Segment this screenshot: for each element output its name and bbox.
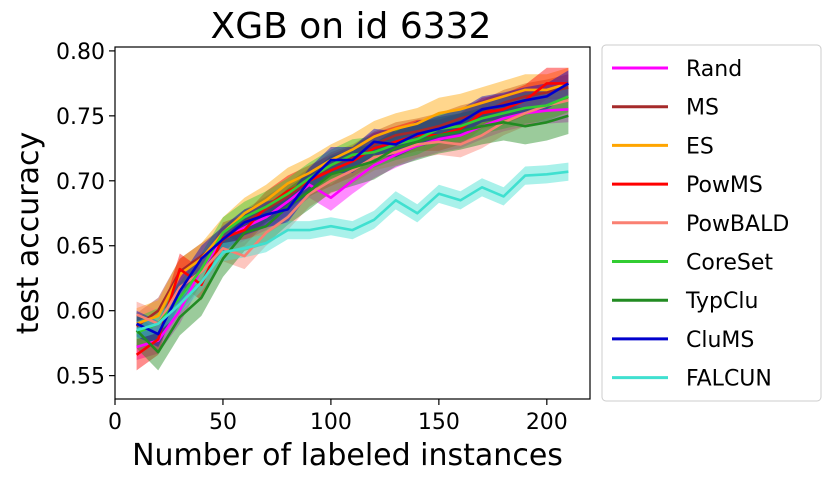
legend-label-ms: MS <box>686 96 719 121</box>
band-es <box>136 67 569 340</box>
band-clums <box>136 70 569 348</box>
legend: Rand MS ES PowMS PowBALD CoreSet TypClu CluMS FA… <box>601 44 822 402</box>
x-tick-label: 0 <box>108 410 122 435</box>
legend-box <box>601 44 822 402</box>
y-tick-label: 0.75 <box>56 105 105 130</box>
plot-frame <box>114 46 591 400</box>
legend-label-falcun: FALCUN <box>686 367 772 392</box>
x-tick-label: 50 <box>209 410 237 435</box>
band-falcun <box>136 162 569 340</box>
y-axis-label: test accuracy <box>11 132 46 335</box>
y-tick-label: 0.65 <box>56 235 105 260</box>
series-lines <box>135 82 570 356</box>
series-line-powbald <box>136 99 569 326</box>
x-tick-label: 150 <box>418 410 460 435</box>
x-axis-label: Number of labeled instances <box>132 438 563 473</box>
y-axis-ticks: 0.55 0.60 0.65 0.70 0.75 0.80 <box>56 40 115 390</box>
legend-label-rand: Rand <box>686 57 742 82</box>
legend-label-coreset: CoreSet <box>686 251 773 276</box>
series-line-clums <box>136 82 570 336</box>
series-line-coreset <box>136 95 569 334</box>
y-tick-label: 0.70 <box>56 170 105 195</box>
x-tick-label: 100 <box>310 410 352 435</box>
x-tick-label: 200 <box>526 410 568 435</box>
series-line-es <box>136 82 569 325</box>
x-axis-ticks: 0 50 100 150 200 <box>108 399 568 435</box>
legend-label-powbald: PowBALD <box>686 212 789 237</box>
legend-label-powms: PowMS <box>686 173 763 198</box>
series-line-falcun <box>136 170 569 332</box>
y-tick-label: 0.60 <box>56 300 105 325</box>
chart-title: XGB on id 6332 <box>211 6 492 47</box>
legend-label-typclu: TypClu <box>685 289 758 314</box>
y-tick-label: 0.55 <box>56 365 105 390</box>
legend-label-es: ES <box>686 134 714 159</box>
legend-items: Rand MS ES PowMS PowBALD CoreSet TypClu CluMS FA… <box>612 57 789 392</box>
legend-label-clums: CluMS <box>686 328 754 353</box>
band-powbald <box>136 87 569 337</box>
y-tick-label: 0.80 <box>56 40 105 65</box>
series-line-typclu <box>135 114 569 354</box>
band-rand <box>136 96 569 361</box>
